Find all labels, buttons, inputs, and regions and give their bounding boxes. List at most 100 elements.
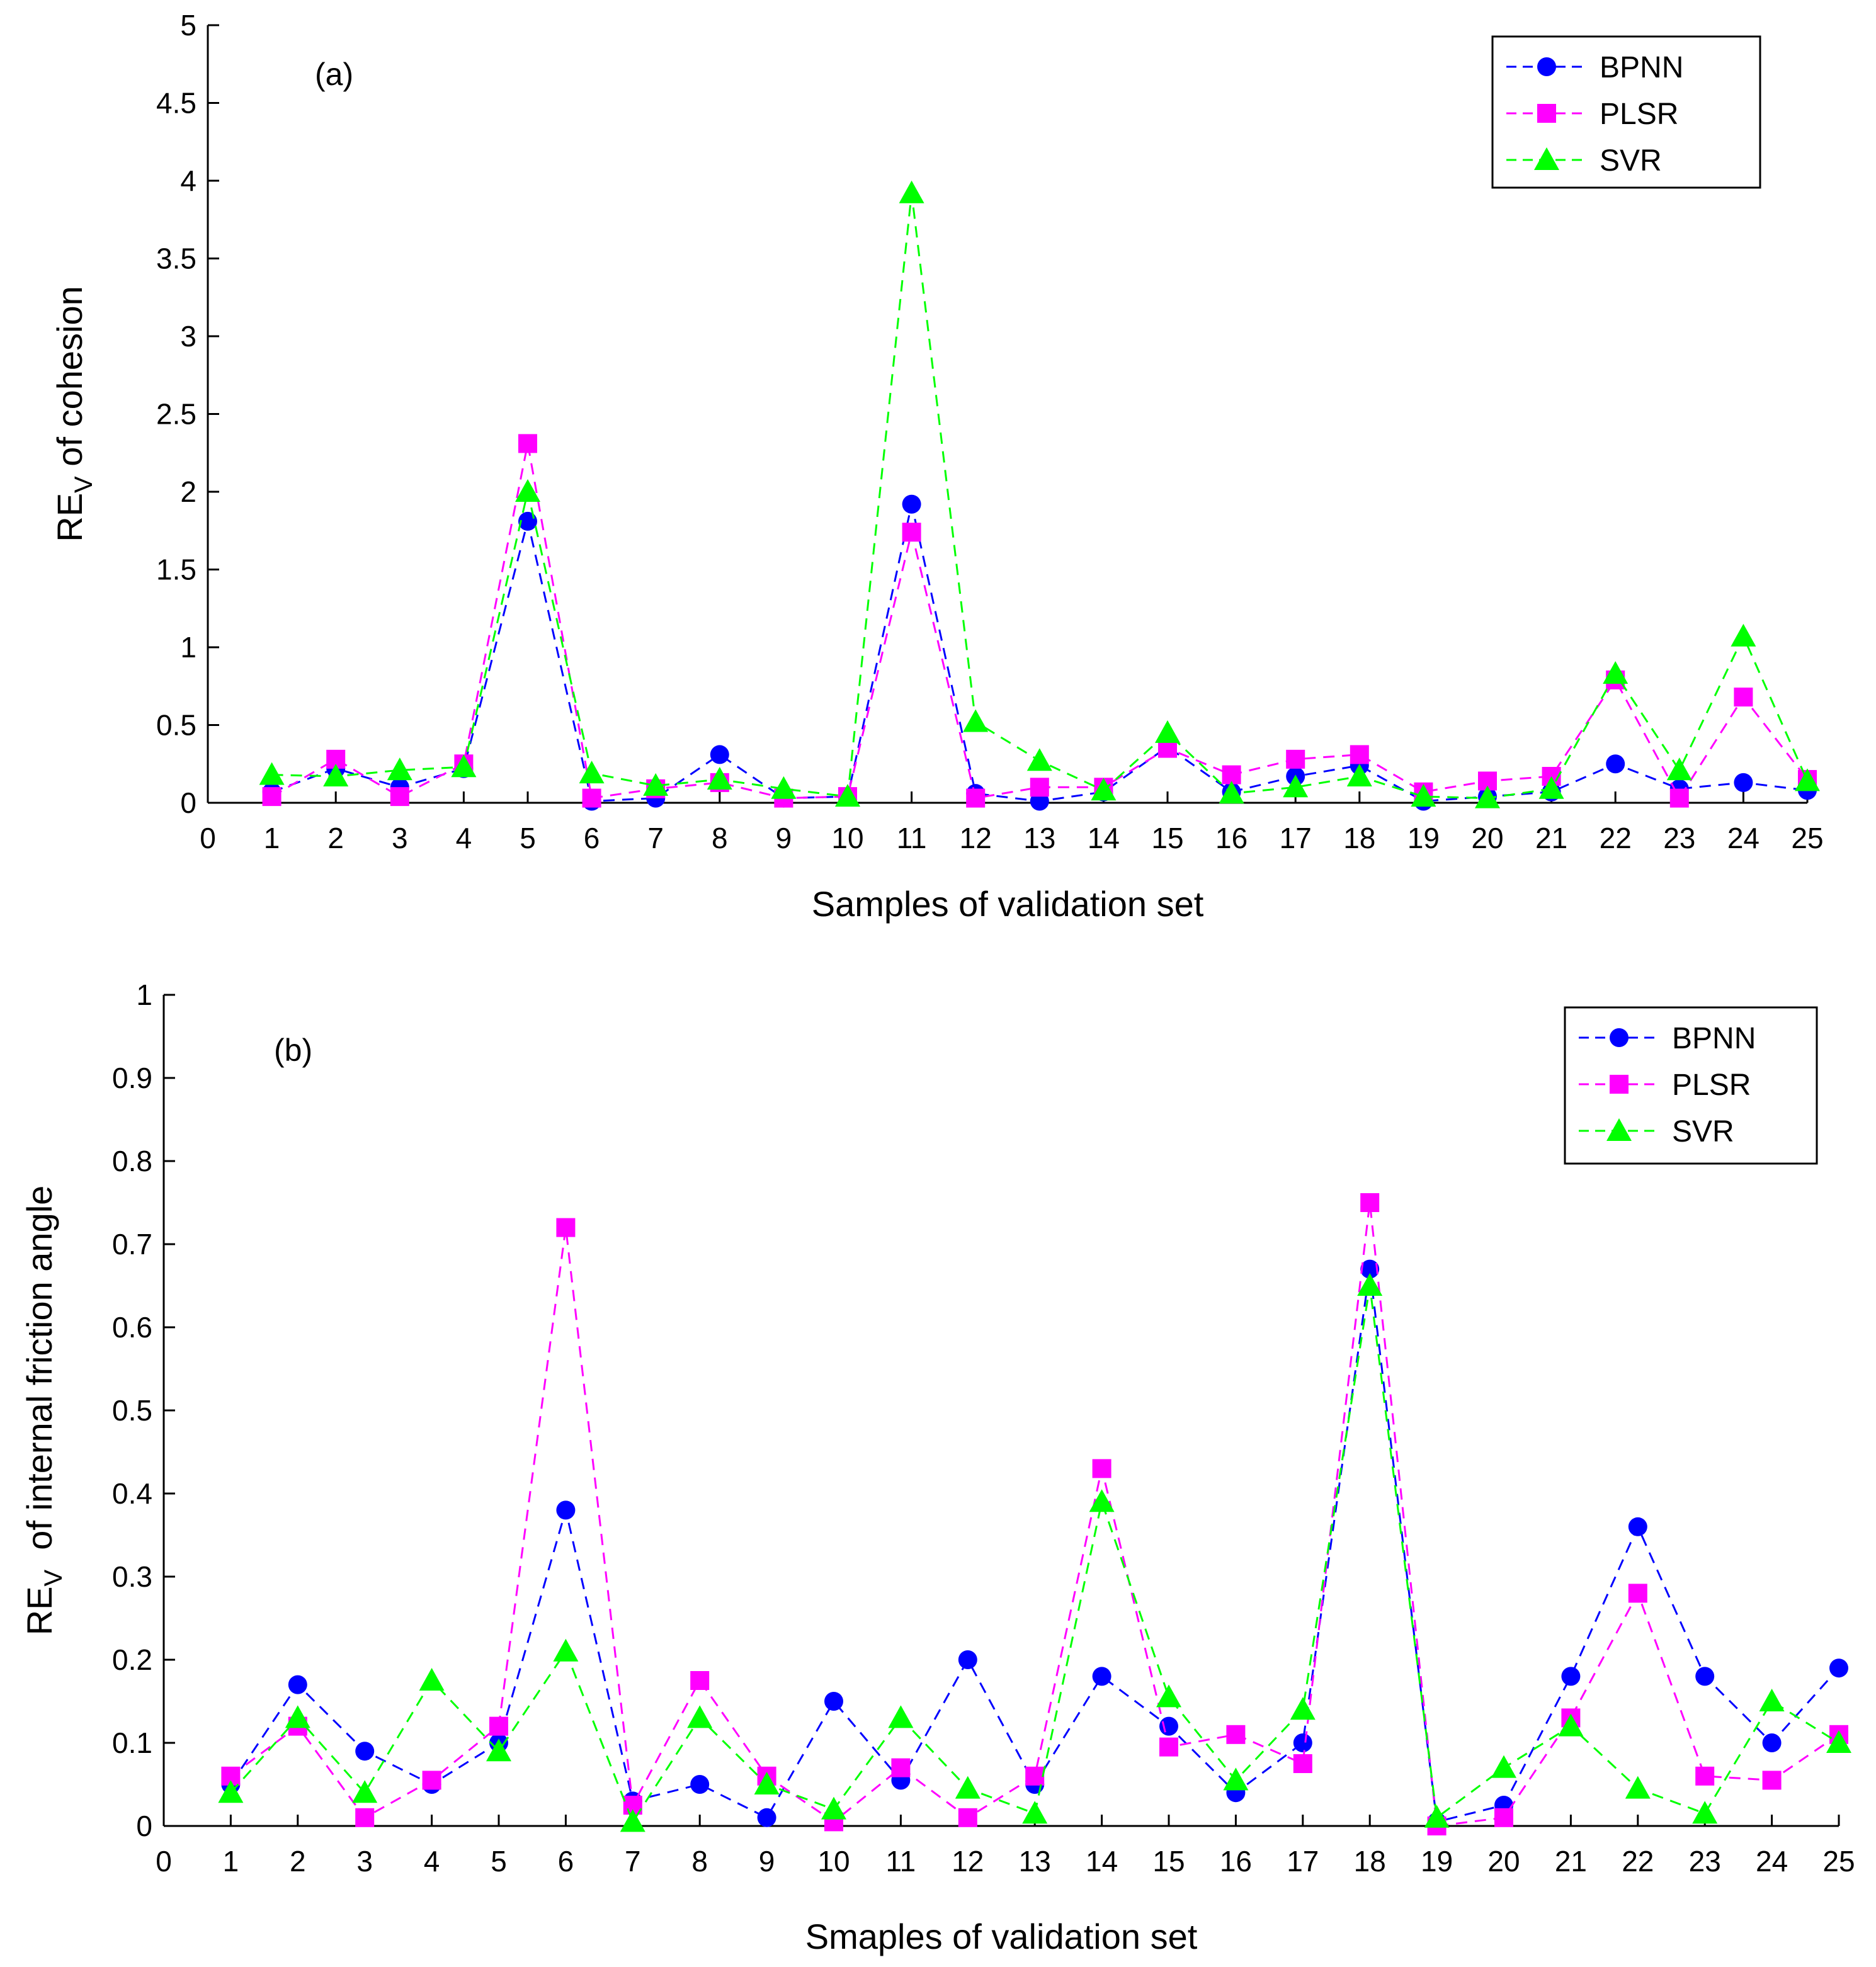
data-point-svr bbox=[515, 479, 540, 502]
legend-item-bpnn: BPNN bbox=[1579, 1022, 1756, 1055]
data-point-svr bbox=[1795, 768, 1820, 791]
data-point-plsr bbox=[489, 1716, 508, 1736]
data-point-svr bbox=[1357, 1273, 1383, 1296]
y-axis-title: REV of internal friction angle bbox=[20, 1186, 67, 1636]
data-point-plsr bbox=[518, 434, 537, 453]
data-point-svr bbox=[1156, 1684, 1181, 1708]
x-tick-label: 14 bbox=[1088, 822, 1120, 854]
data-point-plsr bbox=[1286, 749, 1305, 769]
x-tick-label: 0 bbox=[156, 1845, 172, 1878]
legend-item-plsr: PLSR bbox=[1579, 1069, 1751, 1102]
x-tick-label: 13 bbox=[1019, 1845, 1051, 1878]
y-tick-label: 0.5 bbox=[112, 1394, 152, 1427]
data-point-plsr bbox=[1092, 1459, 1111, 1478]
legend-marker bbox=[1610, 1075, 1629, 1094]
data-point-svr bbox=[1826, 1730, 1851, 1753]
y-axis-title-subscript: V bbox=[40, 1570, 67, 1587]
data-point-svr bbox=[1424, 1805, 1450, 1828]
data-point-svr bbox=[1091, 778, 1117, 801]
data-point-bpnn bbox=[288, 1675, 307, 1694]
data-point-bpnn bbox=[824, 1692, 843, 1711]
data-point-plsr bbox=[1159, 1737, 1178, 1757]
data-point-svr bbox=[218, 1780, 244, 1803]
y-tick-label: 0.2 bbox=[112, 1643, 152, 1676]
x-tick-label: 18 bbox=[1343, 822, 1375, 854]
x-tick-label: 17 bbox=[1280, 822, 1312, 854]
chart-panel-b: 0 1 2 3 4 5 6 7 8 9 10 11 12 13 14 15 16 17 18 19 20 21 22 23 24… bbox=[20, 978, 1855, 1956]
data-point-plsr bbox=[1628, 1584, 1647, 1603]
data-point-bpnn bbox=[355, 1742, 375, 1761]
data-point-svr bbox=[1089, 1489, 1115, 1512]
x-tick-label: 16 bbox=[1215, 822, 1248, 854]
data-point-svr bbox=[579, 761, 605, 784]
data-point-plsr bbox=[1360, 1193, 1380, 1212]
data-point-svr bbox=[1026, 748, 1052, 771]
data-point-svr bbox=[963, 709, 989, 732]
y-tick-label: 1.5 bbox=[156, 553, 196, 586]
data-point-bpnn bbox=[1734, 773, 1753, 792]
x-tick-label: 15 bbox=[1152, 1845, 1185, 1878]
data-point-svr bbox=[1475, 785, 1500, 808]
y-axis-title-main: RE bbox=[20, 1587, 59, 1636]
data-point-svr bbox=[1603, 660, 1629, 684]
y-tick-label: 3 bbox=[180, 320, 196, 353]
y-axis-title-subscript: V bbox=[70, 476, 98, 493]
data-point-plsr bbox=[1293, 1754, 1312, 1773]
y-tick-label: 1 bbox=[136, 978, 152, 1011]
data-point-svr bbox=[1219, 781, 1244, 804]
data-point-svr bbox=[1283, 774, 1309, 798]
x-axis-title: Smaples of validation set bbox=[805, 1917, 1198, 1956]
data-point-plsr bbox=[1695, 1766, 1715, 1786]
y-tick-label: 4 bbox=[180, 164, 196, 197]
x-tick-label: 21 bbox=[1535, 822, 1567, 854]
data-point-svr bbox=[1625, 1776, 1651, 1799]
x-tick-label: 18 bbox=[1354, 1845, 1386, 1878]
data-point-plsr bbox=[958, 1808, 977, 1827]
data-point-svr bbox=[821, 1796, 846, 1820]
data-point-plsr bbox=[390, 787, 409, 807]
data-point-svr bbox=[1491, 1755, 1516, 1778]
data-point-bpnn bbox=[757, 1808, 776, 1827]
data-point-svr bbox=[486, 1738, 511, 1762]
x-tick-label: 4 bbox=[424, 1845, 440, 1878]
legend-label: BPNN bbox=[1600, 51, 1683, 84]
x-tick-label: 3 bbox=[356, 1845, 373, 1878]
x-tick-label: 14 bbox=[1086, 1845, 1118, 1878]
data-point-svr bbox=[643, 773, 669, 796]
legend-item-bpnn: BPNN bbox=[1506, 51, 1683, 84]
x-tick-label: 8 bbox=[691, 1845, 708, 1878]
data-point-svr bbox=[323, 764, 349, 787]
data-point-plsr bbox=[1025, 1766, 1045, 1786]
x-tick-label: 5 bbox=[520, 822, 536, 854]
data-point-plsr bbox=[1226, 1725, 1246, 1744]
x-tick-label: 19 bbox=[1421, 1845, 1453, 1878]
data-point-svr bbox=[1666, 757, 1692, 781]
data-point-svr bbox=[387, 757, 412, 781]
data-point-plsr bbox=[690, 1671, 710, 1690]
legend-marker bbox=[1537, 57, 1556, 76]
data-point-bpnn bbox=[1829, 1658, 1848, 1678]
y-axis-title-rest: of cohesion bbox=[50, 286, 89, 476]
data-point-bpnn bbox=[958, 1650, 977, 1669]
data-point-plsr bbox=[556, 1218, 576, 1237]
y-tick-label: 0.6 bbox=[112, 1311, 152, 1344]
data-point-svr bbox=[1692, 1801, 1718, 1824]
x-tick-label: 19 bbox=[1407, 822, 1440, 854]
x-tick-label: 5 bbox=[491, 1845, 507, 1878]
y-tick-label: 2 bbox=[180, 475, 196, 508]
x-tick-label: 7 bbox=[647, 822, 664, 854]
x-tick-label: 24 bbox=[1727, 822, 1759, 854]
x-tick-label: 3 bbox=[392, 822, 408, 854]
x-tick-label: 25 bbox=[1822, 1845, 1855, 1878]
x-tick-label: 9 bbox=[759, 1845, 775, 1878]
x-axis-title: Samples of validation set bbox=[812, 884, 1204, 924]
x-tick-label: 20 bbox=[1487, 1845, 1520, 1878]
y-tick-label: 1 bbox=[180, 631, 196, 664]
data-point-svr bbox=[899, 180, 924, 203]
x-tick-label: 15 bbox=[1151, 822, 1183, 854]
data-point-plsr bbox=[1030, 778, 1049, 797]
data-point-svr bbox=[1346, 764, 1372, 787]
data-point-svr bbox=[451, 754, 477, 778]
